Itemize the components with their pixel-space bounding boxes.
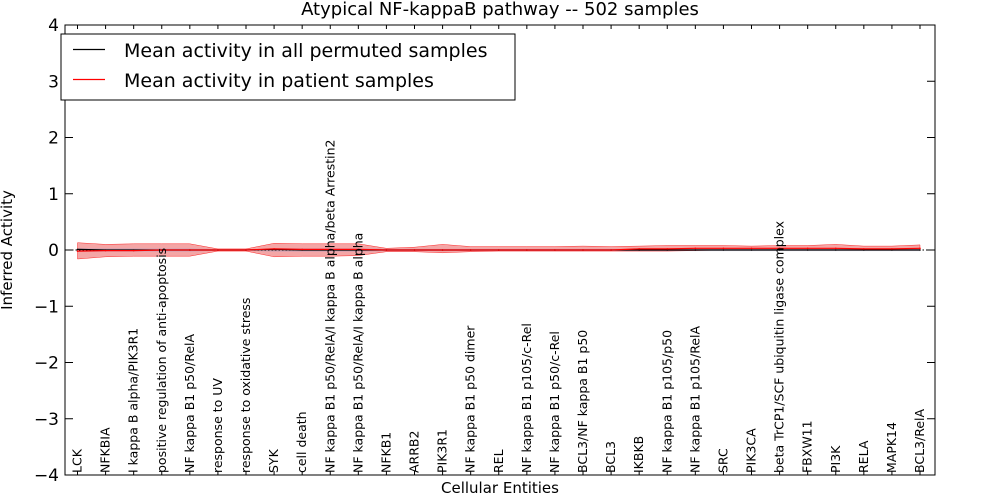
x-tick-label: NF kappa B1 p50/c-Rel — [547, 331, 562, 473]
x-tick-label: REL — [491, 449, 506, 473]
y-tick-label: 2 — [48, 129, 59, 149]
series-0-point-28 — [863, 249, 865, 251]
series-0-point-23 — [722, 249, 725, 251]
series-1-point-8 — [301, 248, 303, 251]
legend: Mean activity in all permuted samples Me… — [60, 33, 516, 101]
series-1-point-0 — [76, 250, 79, 252]
series-0-point-26 — [806, 249, 809, 251]
series-1-point-24 — [750, 247, 753, 250]
x-tick-label: FBXW11 — [800, 420, 815, 473]
x-tick-label: positive regulation of anti-apoptosis — [154, 248, 169, 473]
series-1-point-7 — [273, 248, 275, 250]
legend-label-patient: Mean activity in patient samples — [124, 70, 434, 92]
series-1-point-20 — [638, 248, 640, 250]
series-0-point-25 — [778, 249, 781, 251]
x-tick-label: BCL3/NF kappa B1 p50 — [575, 330, 590, 473]
series-1-point-14 — [469, 249, 472, 251]
series-0-point-0 — [76, 248, 79, 251]
x-tick-label: LCK — [70, 448, 85, 473]
x-tick-label: response to oxidative stress — [238, 298, 253, 473]
series-0-point-27 — [834, 249, 837, 251]
x-tick-label: SYK — [266, 448, 281, 473]
series-0-point-20 — [638, 249, 640, 251]
x-tick-label: PIK3CA — [744, 428, 759, 473]
series-1-point-28 — [863, 248, 865, 250]
x-tick-label: NF kappa B1 p50 dimer — [463, 325, 478, 473]
series-1-point-3 — [160, 249, 163, 251]
legend-label-permuted: Mean activity in all permuted samples — [124, 40, 487, 62]
series-0-point-30 — [919, 249, 921, 251]
series-1-point-27 — [834, 247, 837, 250]
y-axis-label: Inferred Activity — [0, 190, 16, 310]
chart-title: Atypical NF-kappaB pathway -- 502 sample… — [301, 0, 699, 20]
x-tick-label: ARRB2 — [407, 431, 422, 473]
series-1-point-17 — [554, 249, 556, 251]
y-tick-label: 4 — [48, 16, 59, 36]
series-1-point-21 — [666, 248, 669, 250]
x-tick-label: NF kappa B1 p50/RelA/I kappa B alpha — [350, 233, 365, 473]
series-1-point-10 — [357, 248, 360, 251]
series-1-point-23 — [722, 247, 725, 250]
series-1-point-18 — [582, 249, 584, 251]
series-1-point-12 — [413, 249, 416, 251]
y-tick-label: −2 — [34, 354, 59, 374]
x-tick-label: cell death — [294, 411, 309, 473]
x-tick-label: NF kappa B1 p50/RelA/I kappa B alpha/bet… — [322, 140, 337, 474]
series-0-point-21 — [666, 249, 669, 251]
plot-area: −4 −3 −2 −1 0 1 2 3 4 LCK NFKBIA I kappa B alpha/PI… — [34, 16, 936, 486]
y-tick-label: 1 — [48, 185, 59, 205]
series-1-point-30 — [919, 247, 921, 250]
y-tick-label: 0 — [48, 241, 59, 261]
series-1-point-25 — [778, 247, 781, 250]
series-0-point-24 — [750, 249, 753, 251]
series-1-point-29 — [891, 248, 893, 250]
series-1-point-6 — [245, 249, 247, 251]
x-axis-label: Cellular Entities — [441, 479, 559, 497]
series-1-point-1 — [104, 249, 107, 252]
x-tick-label: MAPK14 — [884, 422, 899, 473]
x-tick-label: BCL3/RelA — [912, 409, 927, 473]
x-tick-label: I kappa B alpha/PIK3R1 — [126, 328, 141, 473]
x-tick-label: NF kappa B1 p105/RelA — [687, 326, 702, 473]
y-tick-label: −1 — [34, 297, 59, 317]
x-tick-label: NF kappa B1 p50/RelA — [182, 333, 197, 473]
series-1-point-13 — [441, 249, 444, 251]
x-tick-label: RELA — [856, 440, 871, 473]
series-0-point-29 — [891, 249, 893, 251]
x-tick-label: response to UV — [210, 378, 225, 473]
x-tick-label: NFKBIA — [98, 427, 113, 473]
x-tick-label: beta TrCP1/SCF ubiquitin ligase complex — [772, 221, 787, 473]
x-tick-label: SRC — [715, 448, 730, 473]
series-1-point-5 — [217, 249, 219, 251]
series-1-point-2 — [132, 249, 135, 252]
y-tick-label: −4 — [34, 466, 59, 486]
series-1-point-15 — [497, 249, 500, 251]
series-1-point-9 — [329, 248, 332, 251]
legend-frame — [60, 33, 516, 101]
series-1-point-22 — [694, 247, 697, 250]
x-tick-label: PI3K — [828, 445, 843, 473]
x-tick-label: NF kappa B1 p105/p50 — [659, 330, 674, 473]
series-1-point-26 — [806, 247, 809, 250]
x-tick-label: BCL3 — [603, 441, 618, 473]
series-1-point-19 — [610, 249, 612, 251]
x-tick-label: NF kappa B1 p105/c-Rel — [519, 323, 534, 473]
x-tick-label: PIK3R1 — [435, 429, 450, 473]
y-tick-label: −3 — [34, 410, 59, 430]
y-tick-label: 3 — [48, 72, 59, 92]
x-tick-label: NFKB1 — [378, 432, 393, 473]
x-tick-label: IKBKB — [631, 436, 646, 473]
series-1-point-11 — [385, 249, 388, 251]
series-1-point-16 — [526, 249, 528, 251]
series-1-point-4 — [189, 249, 191, 251]
series-0-point-22 — [694, 249, 697, 251]
